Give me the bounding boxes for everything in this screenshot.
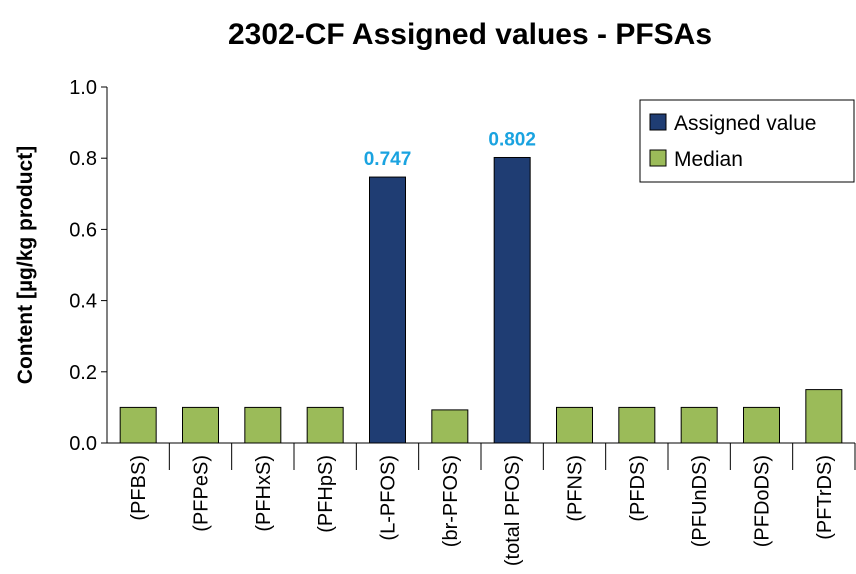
data-label: 0.802	[488, 129, 536, 150]
legend-swatch	[649, 149, 667, 167]
x-tick-label: (PFNS)	[565, 455, 587, 522]
chart-title: 2302-CF Assigned values - PFSAs	[228, 18, 712, 51]
y-tick-label: 0.2	[69, 362, 97, 384]
x-tick-label: (PFDS)	[627, 455, 649, 522]
bar	[306, 406, 344, 444]
y-axis-label: Content [µg/kg product]	[14, 146, 37, 384]
bar	[244, 406, 282, 444]
legend-label: Assigned value	[674, 112, 816, 135]
bar	[182, 406, 219, 444]
legend-box	[639, 99, 855, 183]
data-label: 0.747	[364, 149, 412, 170]
bar	[743, 406, 780, 444]
legend-swatch	[649, 113, 667, 131]
y-tick-label: 1.0	[69, 77, 97, 99]
bar	[431, 409, 469, 444]
y-tick-label: 0.6	[69, 219, 97, 241]
y-tick-label: 0.8	[69, 148, 97, 170]
x-tick-label: (PFBS)	[128, 455, 150, 521]
x-tick-label: (PFUnDS)	[689, 455, 711, 547]
x-tick-label: (PFHxS)	[253, 455, 275, 532]
bar	[556, 406, 593, 444]
bar	[369, 176, 406, 444]
bar	[680, 406, 718, 444]
y-tick-label: 0.4	[69, 291, 97, 313]
x-tick-label: (PFPeS)	[191, 455, 213, 532]
legend-label: Median	[674, 148, 743, 171]
x-tick-label: (total PFOS)	[502, 455, 524, 566]
x-tick-label: (PFTrDS)	[814, 455, 836, 540]
y-tick-label: 0.0	[69, 433, 97, 455]
x-tick-label: (PFDoDS)	[752, 455, 774, 547]
x-tick-label: (br-PFOS)	[440, 455, 462, 547]
bar	[493, 156, 531, 444]
x-tick-label: (PFHpS)	[315, 455, 337, 533]
bar	[618, 406, 656, 444]
bar	[805, 389, 843, 444]
bar	[119, 406, 157, 444]
x-tick-label: (L-PFOS)	[378, 455, 400, 541]
